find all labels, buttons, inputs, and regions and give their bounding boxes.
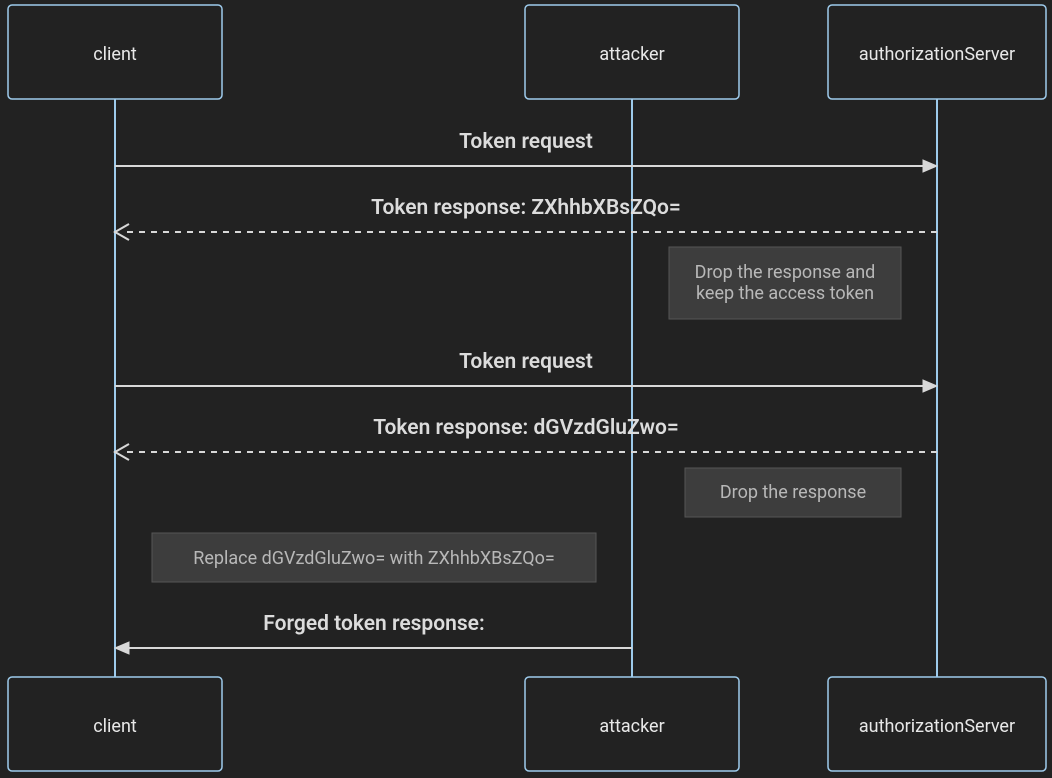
participant-authserver-top-label: authorizationServer bbox=[859, 44, 1015, 65]
note-drop-keep-token: Drop the response and keep the access to… bbox=[669, 247, 901, 319]
note-drop-response: Drop the response bbox=[685, 468, 901, 517]
participant-client-bottom: client bbox=[8, 677, 222, 771]
message-token-response-2: Token response: dGVzdGluZwo= bbox=[115, 416, 937, 460]
note-replace-token: Replace dGVzdGluZwo= with ZXhhbXBsZQo= bbox=[152, 533, 596, 582]
participant-attacker-bottom: attacker bbox=[525, 677, 739, 771]
participant-authserver-bottom: authorizationServer bbox=[828, 677, 1046, 771]
message-token-request-1-label: Token request bbox=[459, 130, 593, 154]
note-drop-keep-token-line1: Drop the response and bbox=[695, 262, 876, 283]
note-replace-token-line1: Replace dGVzdGluZwo= with ZXhhbXBsZQo= bbox=[193, 548, 554, 569]
message-forged-response: Forged token response: bbox=[115, 612, 632, 654]
participant-attacker-top-label: attacker bbox=[599, 44, 664, 65]
participant-authserver-top: authorizationServer bbox=[828, 5, 1046, 99]
sequence-diagram: client attacker authorizationServer Toke… bbox=[0, 0, 1052, 778]
message-token-request-2: Token request bbox=[115, 350, 937, 392]
message-token-response-2-label: Token response: dGVzdGluZwo= bbox=[373, 416, 679, 440]
message-token-request-1: Token request bbox=[115, 130, 937, 172]
participant-client-top-label: client bbox=[93, 44, 137, 65]
participant-attacker-top: attacker bbox=[525, 5, 739, 99]
note-drop-keep-token-line2: keep the access token bbox=[696, 283, 874, 304]
message-token-request-2-label: Token request bbox=[459, 350, 593, 374]
message-token-response-1: Token response: ZXhhbXBsZQo= bbox=[115, 196, 937, 240]
message-forged-response-label: Forged token response: bbox=[263, 612, 484, 636]
participant-authserver-bottom-label: authorizationServer bbox=[859, 716, 1015, 737]
participant-client-top: client bbox=[8, 5, 222, 99]
participant-attacker-bottom-label: attacker bbox=[599, 716, 664, 737]
note-drop-response-line1: Drop the response bbox=[720, 482, 866, 503]
participant-client-bottom-label: client bbox=[93, 716, 137, 737]
message-token-response-1-label: Token response: ZXhhbXBsZQo= bbox=[371, 196, 681, 220]
